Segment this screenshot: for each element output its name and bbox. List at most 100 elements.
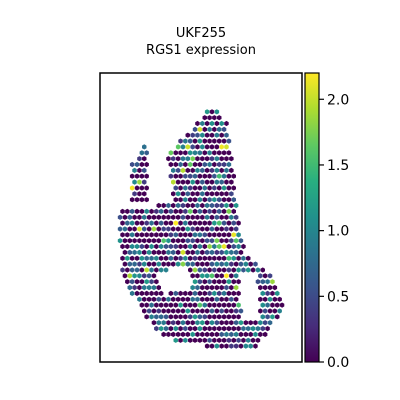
spot: [219, 226, 224, 232]
spot: [180, 238, 186, 244]
spot: [209, 226, 215, 232]
spot: [212, 150, 217, 156]
spot: [183, 302, 188, 308]
spot: [209, 132, 215, 138]
spot: [226, 279, 232, 285]
spot: [224, 156, 229, 162]
spot: [151, 285, 157, 291]
spot: [146, 308, 152, 314]
spot: [200, 273, 205, 279]
spot: [156, 226, 161, 232]
spot: [229, 343, 234, 349]
spot: [226, 150, 232, 156]
spot: [226, 290, 232, 296]
spot: [202, 220, 207, 226]
spot: [175, 191, 181, 197]
spot: [149, 255, 154, 261]
spot: [171, 214, 176, 220]
spot: [204, 343, 210, 349]
spot: [188, 267, 193, 273]
spot: [122, 226, 128, 232]
chart-subtitle: RGS1 expression: [146, 43, 256, 58]
spot: [195, 191, 200, 197]
spot: [122, 249, 128, 255]
spot: [158, 255, 164, 261]
spot: [233, 238, 239, 244]
spot: [260, 290, 265, 296]
spot: [171, 191, 176, 197]
spot: [231, 326, 236, 332]
spot: [221, 326, 227, 332]
spot: [122, 214, 128, 220]
spot: [200, 214, 205, 220]
spot: [265, 279, 270, 285]
spot: [195, 320, 200, 326]
spot: [224, 144, 229, 150]
spot: [175, 308, 181, 314]
spot: [212, 302, 217, 308]
spot: [214, 273, 220, 279]
spot: [212, 279, 217, 285]
spot: [209, 249, 215, 255]
spot: [207, 243, 212, 250]
spot: [190, 156, 195, 162]
spot: [144, 185, 149, 191]
spot: [158, 243, 164, 250]
spot: [192, 279, 198, 285]
spot: [142, 214, 147, 220]
spot: [224, 238, 229, 244]
spot: [149, 232, 154, 238]
spot: [226, 197, 232, 203]
spot: [233, 226, 239, 232]
spot: [168, 173, 174, 179]
spot: [214, 156, 220, 162]
spot: [185, 331, 190, 337]
spot: [200, 331, 205, 337]
spot: [156, 261, 161, 267]
spot: [173, 326, 178, 332]
spot: [231, 243, 236, 250]
spot: [190, 167, 195, 173]
spot: [233, 249, 239, 255]
spot: [221, 314, 227, 320]
spot: [154, 232, 159, 238]
spot: [214, 285, 220, 291]
spot: [134, 290, 140, 296]
spot: [202, 290, 207, 296]
spot: [127, 214, 132, 220]
spot: [202, 150, 207, 156]
spot: [204, 144, 210, 150]
spot: [190, 331, 195, 337]
spot: [180, 202, 186, 209]
spot: [212, 197, 217, 203]
spot: [163, 220, 169, 226]
spot: [139, 267, 145, 273]
spot: [158, 208, 164, 214]
spot: [129, 255, 135, 261]
spot: [178, 232, 183, 238]
spot: [137, 156, 142, 162]
spot: [275, 302, 280, 308]
spot: [139, 255, 145, 261]
spot: [185, 214, 190, 220]
spot: [192, 267, 198, 273]
spot: [207, 302, 212, 308]
spot: [195, 226, 200, 232]
spot: [163, 243, 169, 250]
spot: [166, 214, 171, 220]
spot: [217, 197, 222, 203]
spot: [178, 337, 183, 343]
spot: [178, 150, 183, 156]
spot: [200, 191, 205, 197]
spot: [217, 220, 222, 226]
spot: [195, 308, 200, 314]
spot: [120, 243, 125, 250]
colorbar-ticks: 0.0 0.5 1.0 1.5 2.0: [319, 92, 349, 371]
spot: [204, 179, 210, 185]
spot: [137, 273, 142, 279]
spot: [262, 285, 268, 291]
spot: [204, 167, 210, 173]
spot: [238, 331, 244, 337]
spot: [185, 179, 190, 185]
spot: [207, 150, 212, 156]
